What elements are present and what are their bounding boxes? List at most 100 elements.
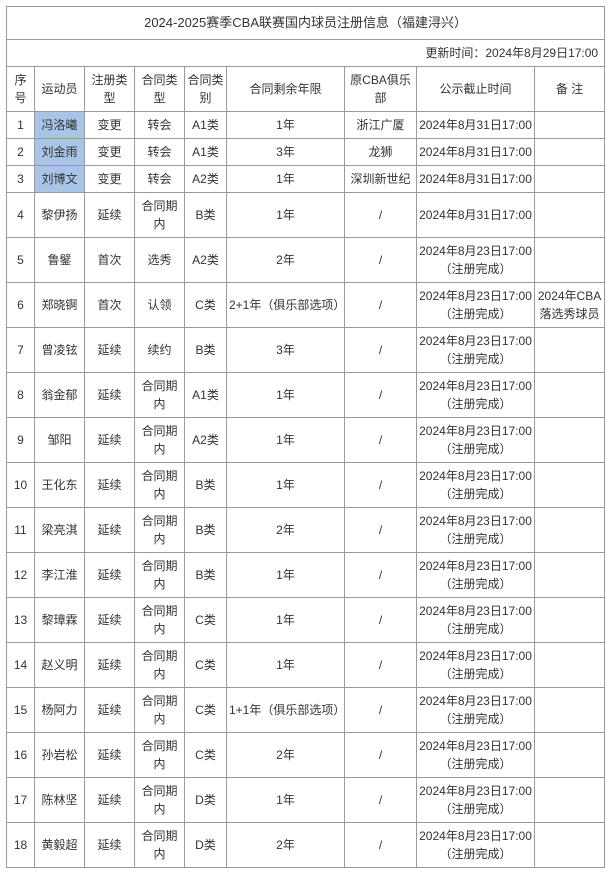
deadline-line2: （注册完成） — [419, 755, 532, 773]
cell-deadline: 2024年8月23日17:00（注册完成） — [417, 327, 535, 372]
cell-remaining: 1年 — [227, 192, 345, 237]
cell-remaining: 1年 — [227, 417, 345, 462]
header-row: 序 号 运动员 注册类型 合同类型 合同类别 合同剩余年限 原CBA俱乐部 公示… — [7, 66, 605, 111]
table-row: 11梁亮淇延续合同期内B类2年/2024年8月23日17:00（注册完成） — [7, 507, 605, 552]
cell-ctype: 合同期内 — [135, 687, 185, 732]
cell-ctype: 合同期内 — [135, 417, 185, 462]
cell-prevclub: / — [345, 507, 417, 552]
cell-deadline: 2024年8月23日17:00（注册完成） — [417, 372, 535, 417]
cell-note — [535, 192, 605, 237]
cell-remaining: 1年 — [227, 165, 345, 192]
deadline-line1: 2024年8月23日17:00 — [419, 377, 532, 395]
deadline-line1: 2024年8月23日17:00 — [419, 422, 532, 440]
cell-remaining: 2年 — [227, 507, 345, 552]
cell-idx: 7 — [7, 327, 35, 372]
cell-name: 郑晓锕 — [35, 282, 85, 327]
cell-prevclub: / — [345, 777, 417, 822]
cell-name: 鲁鐾 — [35, 237, 85, 282]
cell-prevclub: / — [345, 282, 417, 327]
deadline-line2: （注册完成） — [419, 710, 532, 728]
cell-prevclub: / — [345, 192, 417, 237]
deadline-line1: 2024年8月23日17:00 — [419, 647, 532, 665]
cell-remaining: 3年 — [227, 327, 345, 372]
cell-regtype: 首次 — [85, 237, 135, 282]
cell-regtype: 变更 — [85, 111, 135, 138]
cell-deadline: 2024年8月23日17:00（注册完成） — [417, 732, 535, 777]
update-time: 更新时间：2024年8月29日17:00 — [7, 39, 605, 66]
cell-name: 黄毅超 — [35, 822, 85, 867]
cell-remaining: 3年 — [227, 138, 345, 165]
cell-deadline: 2024年8月23日17:00（注册完成） — [417, 642, 535, 687]
cell-deadline: 2024年8月31日17:00 — [417, 138, 535, 165]
cell-idx: 11 — [7, 507, 35, 552]
cell-prevclub: / — [345, 597, 417, 642]
deadline-line1: 2024年8月23日17:00 — [419, 692, 532, 710]
cell-prevclub: / — [345, 237, 417, 282]
cell-prevclub: / — [345, 552, 417, 597]
cell-name: 曾凌铉 — [35, 327, 85, 372]
cell-regtype: 延续 — [85, 192, 135, 237]
cell-note — [535, 417, 605, 462]
table-wrapper: 2024-2025赛季CBA联赛国内球员注册信息（福建浔兴） 更新时间：2024… — [6, 6, 604, 868]
cell-ccat: B类 — [185, 507, 227, 552]
cell-prevclub: / — [345, 822, 417, 867]
cell-note — [535, 372, 605, 417]
deadline-line1: 2024年8月23日17:00 — [419, 512, 532, 530]
cell-regtype: 延续 — [85, 597, 135, 642]
deadline-line2: （注册完成） — [419, 440, 532, 458]
cell-ccat: D类 — [185, 777, 227, 822]
cell-remaining: 1年 — [227, 552, 345, 597]
cell-deadline: 2024年8月23日17:00（注册完成） — [417, 777, 535, 822]
cell-regtype: 延续 — [85, 642, 135, 687]
cell-deadline: 2024年8月23日17:00（注册完成） — [417, 462, 535, 507]
cell-prevclub: / — [345, 417, 417, 462]
cell-idx: 8 — [7, 372, 35, 417]
cell-ctype: 合同期内 — [135, 732, 185, 777]
cell-regtype: 延续 — [85, 822, 135, 867]
cell-idx: 17 — [7, 777, 35, 822]
cell-idx: 5 — [7, 237, 35, 282]
cell-idx: 15 — [7, 687, 35, 732]
cell-regtype: 变更 — [85, 165, 135, 192]
cell-remaining: 1年 — [227, 597, 345, 642]
cell-ccat: A2类 — [185, 237, 227, 282]
cell-remaining: 1年 — [227, 642, 345, 687]
cell-ctype: 合同期内 — [135, 462, 185, 507]
cell-regtype: 延续 — [85, 777, 135, 822]
cell-ccat: C类 — [185, 732, 227, 777]
cell-ccat: C类 — [185, 642, 227, 687]
cell-idx: 1 — [7, 111, 35, 138]
cell-note — [535, 111, 605, 138]
cell-ctype: 选秀 — [135, 237, 185, 282]
cell-ccat: C类 — [185, 282, 227, 327]
cell-remaining: 1年 — [227, 462, 345, 507]
header-ctype: 合同类型 — [135, 66, 185, 111]
update-row: 更新时间：2024年8月29日17:00 — [7, 39, 605, 66]
deadline-line2: （注册完成） — [419, 800, 532, 818]
cell-prevclub: 深圳新世纪 — [345, 165, 417, 192]
title-row: 2024-2025赛季CBA联赛国内球员注册信息（福建浔兴） — [7, 7, 605, 40]
deadline-line1: 2024年8月23日17:00 — [419, 467, 532, 485]
table-row: 5鲁鐾首次选秀A2类2年/2024年8月23日17:00（注册完成） — [7, 237, 605, 282]
cell-name: 黎璋霖 — [35, 597, 85, 642]
cell-name: 陈林坚 — [35, 777, 85, 822]
cell-ctype: 合同期内 — [135, 777, 185, 822]
cell-note — [535, 462, 605, 507]
cell-remaining: 1年 — [227, 372, 345, 417]
cell-note — [535, 732, 605, 777]
deadline-line1: 2024年8月23日17:00 — [419, 557, 532, 575]
cell-ctype: 转会 — [135, 111, 185, 138]
cell-ctype: 合同期内 — [135, 552, 185, 597]
cell-ctype: 合同期内 — [135, 642, 185, 687]
cell-note — [535, 597, 605, 642]
deadline-line2: （注册完成） — [419, 530, 532, 548]
table-row: 10王化东延续合同期内B类1年/2024年8月23日17:00（注册完成） — [7, 462, 605, 507]
cell-ccat: B类 — [185, 462, 227, 507]
deadline-line2: （注册完成） — [419, 260, 532, 278]
header-prevclub: 原CBA俱乐部 — [345, 66, 417, 111]
cell-name: 孙岩松 — [35, 732, 85, 777]
cell-idx: 9 — [7, 417, 35, 462]
cell-note — [535, 642, 605, 687]
table-row: 13黎璋霖延续合同期内C类1年/2024年8月23日17:00（注册完成） — [7, 597, 605, 642]
cell-regtype: 延续 — [85, 687, 135, 732]
